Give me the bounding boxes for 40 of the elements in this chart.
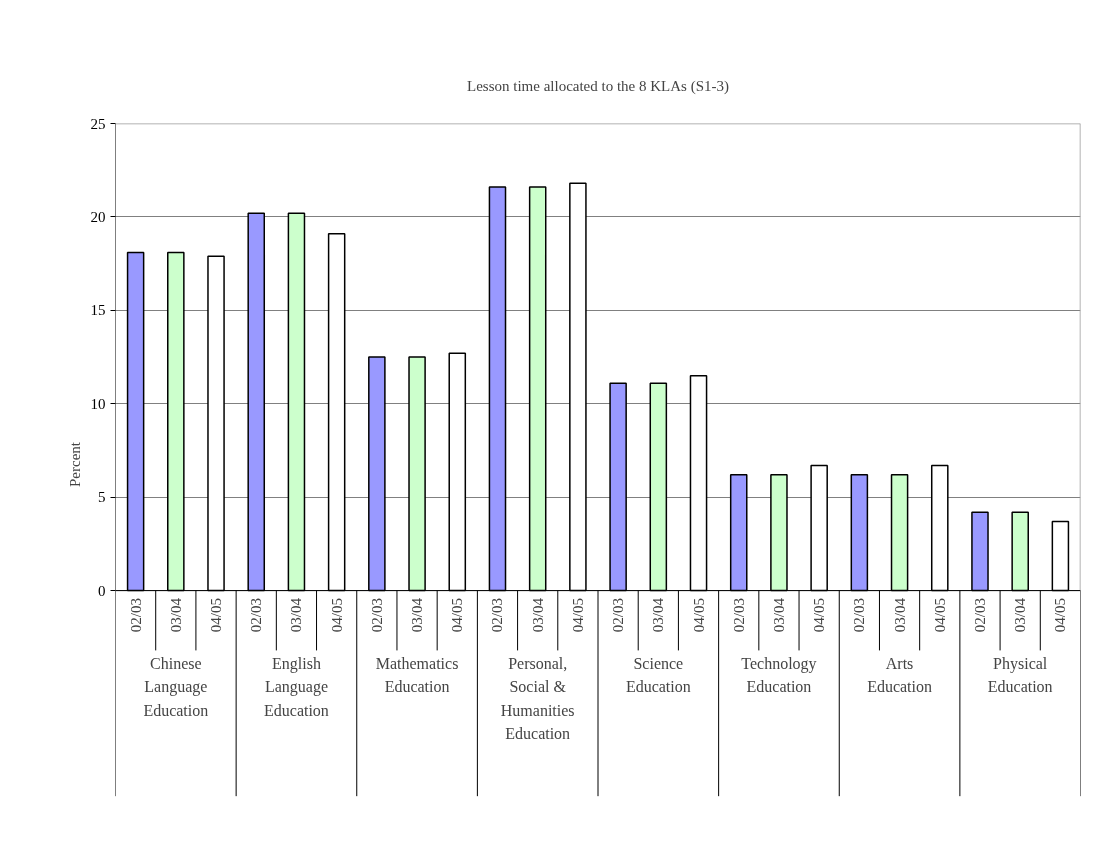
text: 02/03 bbox=[610, 598, 627, 633]
text: 03/04 bbox=[1012, 598, 1029, 633]
text: 03/04 bbox=[650, 598, 667, 633]
x-tick-label: Physical Education bbox=[987, 654, 1053, 696]
text: 02/03 bbox=[248, 598, 265, 633]
text: 04/05 bbox=[1052, 598, 1069, 633]
text: 02/03 bbox=[730, 598, 747, 633]
x-tick-label: Chinese Language Education bbox=[143, 654, 209, 719]
text: 02/03 bbox=[368, 598, 385, 633]
text: 02/03 bbox=[851, 598, 868, 633]
text: 03/04 bbox=[409, 598, 426, 633]
x-tick-label: Arts Education bbox=[867, 654, 932, 696]
y-tick-label: 20 bbox=[90, 208, 106, 225]
text: 03/04 bbox=[529, 598, 546, 633]
y-tick-label: 5 bbox=[98, 489, 106, 506]
y-tick-label: 10 bbox=[90, 395, 106, 412]
text: 02/03 bbox=[971, 598, 988, 633]
text: 04/05 bbox=[449, 598, 466, 633]
x-tick-label: Technology Education bbox=[741, 654, 817, 696]
y-tick-label: 0 bbox=[98, 582, 106, 599]
text: 03/04 bbox=[288, 598, 305, 633]
text: 04/05 bbox=[569, 598, 586, 633]
x-tick-label: Science Education bbox=[625, 654, 691, 696]
text: 03/04 bbox=[891, 598, 908, 633]
y-tick-label: 15 bbox=[90, 302, 106, 319]
text: 04/05 bbox=[328, 598, 345, 633]
text: 02/03 bbox=[127, 598, 144, 633]
text: 03/04 bbox=[770, 598, 787, 633]
text: 04/05 bbox=[811, 598, 828, 633]
text: 03/04 bbox=[167, 597, 184, 633]
x-tick-label: English Language Education bbox=[264, 654, 329, 719]
y-axis-title: Percent bbox=[66, 441, 83, 487]
y-tick-label: 25 bbox=[90, 115, 106, 132]
text: 04/05 bbox=[208, 598, 225, 633]
text: 02/03 bbox=[489, 598, 506, 633]
chart-title: Lesson time allocated to the 8 KLAs (S1-3) bbox=[466, 77, 730, 95]
text: 04/05 bbox=[931, 598, 948, 633]
x-tick-label: Mathematics Education bbox=[375, 654, 459, 696]
x-tick-label: Personal, Social & Humanities Education bbox=[500, 654, 575, 743]
text: 04/05 bbox=[690, 598, 707, 633]
